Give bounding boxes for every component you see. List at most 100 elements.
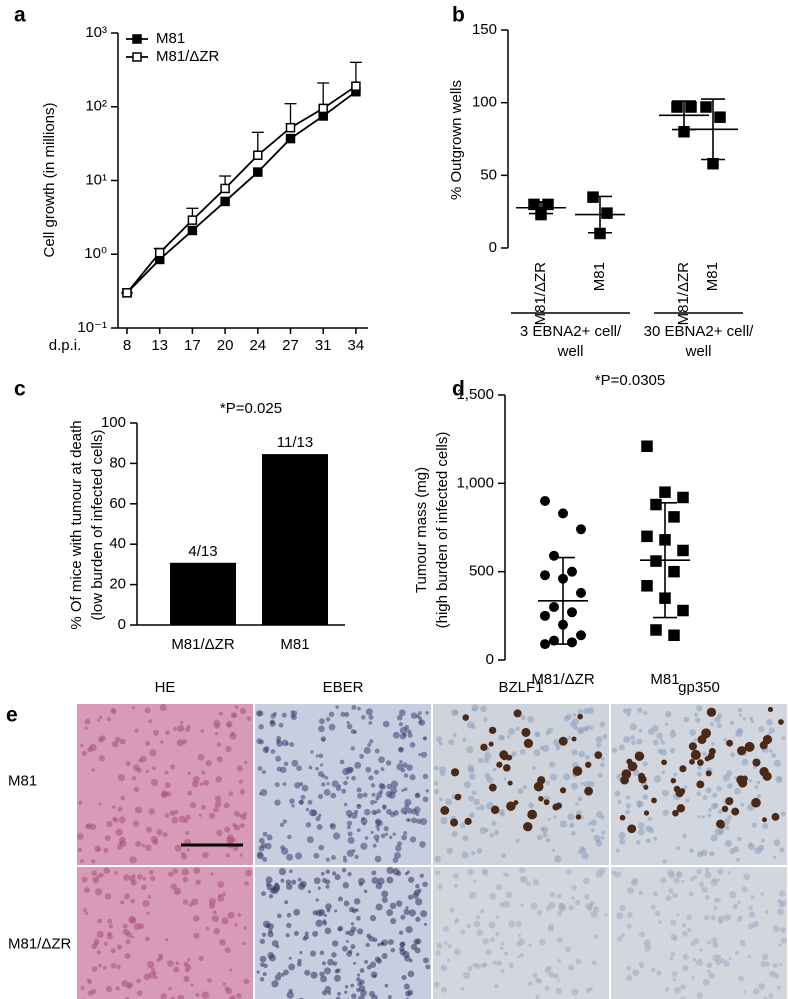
cell: [312, 930, 319, 937]
marker: [318, 103, 328, 114]
cell: [611, 747, 618, 753]
cell: [758, 983, 765, 990]
cell: [580, 782, 584, 786]
cell: [315, 754, 319, 758]
cell: [519, 748, 526, 755]
cell: [401, 974, 407, 981]
cell: [383, 826, 389, 832]
legend-marker: [132, 52, 142, 62]
cell: [544, 985, 550, 991]
marker: [549, 635, 559, 646]
cell: [473, 920, 481, 928]
cell: [356, 987, 361, 993]
cell: [468, 812, 475, 818]
cell: [495, 915, 500, 919]
cell: [400, 914, 406, 920]
cell: [727, 815, 733, 820]
cell: [256, 852, 264, 860]
micrograph: [433, 704, 609, 865]
cell: [172, 868, 179, 874]
cell: [320, 975, 327, 983]
cell: [361, 817, 365, 821]
cell: [274, 799, 281, 806]
cell: [772, 855, 777, 859]
stained-cell: [490, 805, 500, 815]
cell: [415, 714, 420, 719]
cell: [528, 802, 534, 809]
cell: [164, 782, 171, 789]
cell: [224, 947, 231, 954]
cell: [698, 881, 705, 888]
cell: [588, 903, 594, 909]
cell: [650, 904, 656, 910]
cell: [334, 909, 338, 913]
cell: [435, 870, 441, 876]
cell: [581, 852, 589, 860]
cell: [104, 893, 112, 900]
cell: [206, 978, 212, 984]
cell: [647, 728, 655, 736]
cell: [244, 881, 249, 886]
cell: [315, 919, 323, 928]
cell: [94, 942, 98, 946]
cell: [224, 986, 229, 991]
cell: [399, 760, 403, 764]
cell: [405, 990, 412, 997]
cell: [395, 845, 402, 852]
cell: [103, 867, 111, 874]
cell: [151, 967, 156, 972]
marker: [558, 508, 568, 519]
cell: [273, 883, 281, 891]
cell: [773, 759, 782, 767]
cell: [328, 723, 336, 731]
cell: [271, 940, 279, 947]
cell: [294, 782, 301, 789]
cell: [201, 770, 206, 775]
cell: [374, 956, 381, 963]
cell: [175, 961, 180, 966]
cell: [491, 820, 497, 826]
cell: [738, 713, 742, 717]
cell: [415, 938, 422, 945]
cell: [519, 953, 525, 958]
cell: [127, 981, 134, 988]
legend-label: M81: [156, 30, 185, 47]
y-tick-label: 150: [472, 21, 497, 38]
cell: [414, 792, 421, 799]
column-heading: BZLF1: [498, 679, 543, 696]
cell: [279, 822, 285, 828]
cell: [190, 983, 194, 987]
cell: [626, 965, 632, 971]
stained-cell: [507, 780, 513, 786]
cell: [623, 736, 631, 743]
stained-cell: [634, 751, 645, 761]
cell: [209, 812, 216, 819]
cell: [571, 749, 578, 756]
x-tick-label: M81: [650, 671, 679, 688]
marker: [641, 580, 653, 592]
cell: [351, 705, 357, 710]
cell: [80, 859, 84, 863]
cell: [611, 870, 617, 876]
cell: [583, 780, 591, 788]
cell: [681, 879, 685, 883]
cell: [117, 806, 123, 812]
cell: [291, 879, 297, 885]
cell: [197, 753, 205, 761]
stained-cell: [643, 810, 650, 816]
cell: [701, 815, 705, 819]
cell: [345, 766, 353, 774]
cell: [325, 884, 330, 889]
cell: [712, 942, 719, 949]
marker: [685, 101, 697, 113]
panel-letter: a: [14, 4, 26, 27]
cell: [742, 717, 747, 721]
cell: [344, 712, 350, 718]
cell: [443, 925, 449, 932]
marker: [187, 225, 198, 236]
cell: [143, 973, 151, 981]
micrograph: [255, 704, 431, 865]
cell: [222, 982, 227, 986]
cell: [356, 787, 362, 793]
cell: [145, 769, 150, 774]
